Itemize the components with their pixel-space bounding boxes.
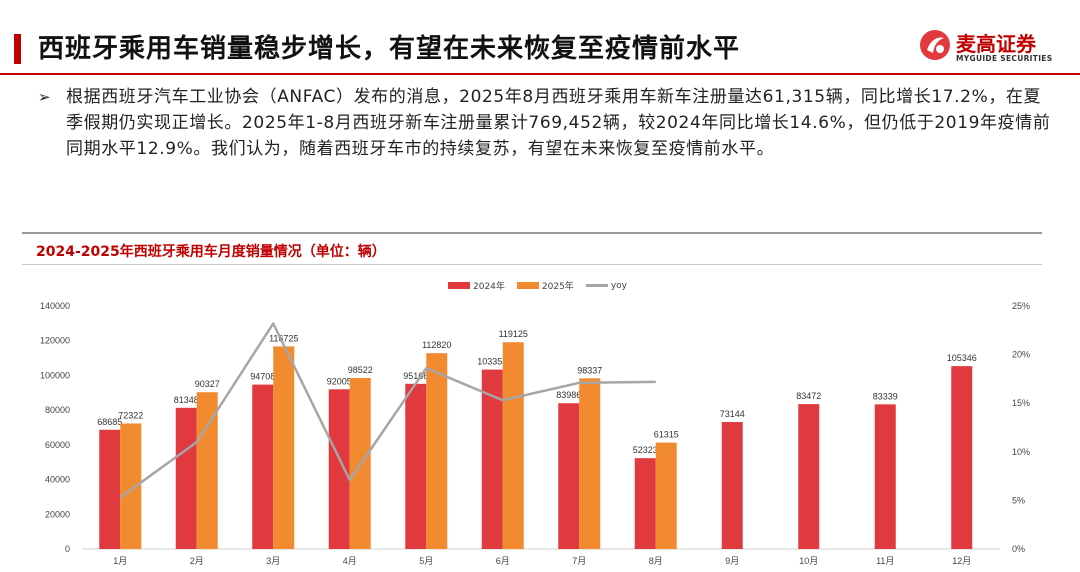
bar-2025 bbox=[655, 442, 677, 549]
y-right-tick-label: 20% bbox=[1012, 350, 1030, 360]
data-label-2025: 90327 bbox=[195, 379, 220, 389]
data-label-2024: 83986 bbox=[556, 390, 581, 400]
x-tick-label: 3月 bbox=[266, 556, 280, 566]
y-left-tick-label: 140000 bbox=[40, 301, 70, 311]
legend-item-2024: 2024年 bbox=[448, 279, 505, 292]
y-right-tick-label: 0% bbox=[1012, 544, 1025, 554]
legend-label-2025: 2025年 bbox=[541, 282, 574, 292]
chart-top-divider bbox=[22, 232, 1042, 234]
brand-name-en: MYGUIDE SECURITIES bbox=[956, 54, 1053, 63]
bar-2025 bbox=[120, 423, 142, 549]
header-divider bbox=[0, 73, 1080, 75]
data-label-2024: 83472 bbox=[796, 391, 821, 401]
legend-item-2025: 2025年 bbox=[516, 279, 574, 292]
data-label-2025: 72322 bbox=[118, 410, 143, 420]
bar-2024 bbox=[874, 404, 896, 549]
legend-item-yoy: yoy bbox=[585, 280, 627, 291]
data-label-2024: 83339 bbox=[873, 391, 898, 401]
bar-2025 bbox=[196, 392, 218, 549]
bullet-arrow-icon: ➢ bbox=[38, 88, 51, 106]
data-label-2025: 61315 bbox=[654, 430, 679, 440]
bar-2025 bbox=[579, 378, 601, 549]
bar-2024 bbox=[721, 422, 743, 549]
y-left-tick-label: 80000 bbox=[45, 405, 70, 415]
y-left-tick-label: 60000 bbox=[45, 440, 70, 450]
y-left-tick-label: 100000 bbox=[40, 370, 70, 380]
legend-swatch-yoy bbox=[585, 284, 608, 287]
brand-name-cn: 麦高证券 bbox=[956, 32, 1036, 56]
bar-2024 bbox=[798, 404, 820, 549]
legend-label-2024: 2024年 bbox=[473, 282, 505, 292]
data-label-2025: 98522 bbox=[348, 365, 373, 375]
x-tick-label: 12月 bbox=[952, 556, 971, 566]
data-label-2024: 81348 bbox=[174, 395, 199, 405]
y-left-tick-label: 40000 bbox=[45, 475, 70, 485]
bar-2024 bbox=[175, 407, 197, 549]
chart-title-divider bbox=[22, 264, 1042, 265]
y-right-tick-label: 15% bbox=[1012, 398, 1030, 408]
summary-paragraph: 根据西班牙汽车工业协会（ANFAC）发布的消息，2025年8月西班牙乘用车新车注… bbox=[66, 87, 1051, 159]
x-tick-label: 10月 bbox=[799, 556, 818, 566]
data-label-2025: 119125 bbox=[499, 329, 528, 339]
x-tick-label: 9月 bbox=[725, 556, 739, 566]
x-tick-label: 1月 bbox=[113, 556, 127, 566]
y-right-tick-label: 5% bbox=[1012, 495, 1025, 505]
data-label-2024: 103357 bbox=[477, 357, 507, 367]
sales-chart: 0 20000 40000 60000 80000 100000 120000 140000 0… bbox=[40, 301, 1030, 566]
legend-label-yoy: yoy bbox=[610, 280, 627, 291]
bar-2025 bbox=[502, 342, 524, 549]
y-right-tick-label: 25% bbox=[1012, 301, 1030, 311]
x-tick-label: 2月 bbox=[190, 556, 204, 566]
bar-2024 bbox=[99, 429, 121, 549]
y-right-tick-label: 10% bbox=[1012, 447, 1030, 457]
data-label-2024: 52323 bbox=[633, 445, 658, 455]
legend-swatch-2025 bbox=[516, 282, 539, 289]
yoy-line bbox=[119, 322, 656, 499]
bar-2024 bbox=[951, 366, 973, 549]
x-tick-label: 5月 bbox=[419, 556, 433, 566]
x-tick-label: 7月 bbox=[572, 556, 586, 566]
y-left-tick-label: 20000 bbox=[45, 509, 70, 519]
bar-2025 bbox=[426, 353, 448, 549]
title-accent-bar bbox=[14, 34, 21, 64]
brand-logo-icon bbox=[920, 30, 950, 60]
x-tick-label: 6月 bbox=[496, 556, 510, 566]
data-label-2024: 95166 bbox=[403, 371, 428, 381]
x-tick-label: 8月 bbox=[649, 556, 663, 566]
data-label-2025: 116725 bbox=[269, 333, 298, 343]
bar-2024 bbox=[634, 458, 656, 549]
legend-swatch-2024 bbox=[448, 282, 470, 289]
bar-2025 bbox=[273, 346, 295, 549]
page-title: 西班牙乘用车销量稳步增长，有望在未来恢复至疫情前水平 bbox=[38, 34, 741, 64]
y-left-tick-label: 0 bbox=[65, 544, 70, 554]
bar-2024 bbox=[252, 384, 274, 549]
bar-2024 bbox=[558, 403, 580, 549]
x-tick-label: 4月 bbox=[343, 556, 357, 566]
data-label-2024: 94708 bbox=[250, 372, 275, 382]
x-tick-label: 11月 bbox=[876, 556, 894, 566]
data-label-2024: 73144 bbox=[720, 409, 745, 419]
data-label-2025: 112820 bbox=[422, 340, 451, 350]
bar-2024 bbox=[328, 389, 350, 549]
data-label-2024: 105346 bbox=[947, 353, 977, 363]
data-label-2025: 98337 bbox=[577, 365, 602, 375]
data-label-2024: 92005 bbox=[327, 376, 352, 386]
chart-title: 2024-2025年西班牙乘用车月度销量情况（单位：辆） bbox=[36, 244, 386, 260]
y-left-tick-label: 120000 bbox=[40, 336, 70, 346]
brand-logo: 麦高证券 MYGUIDE SECURITIES bbox=[918, 26, 1058, 70]
chart-legend: 2024年 2025年 yoy bbox=[448, 279, 627, 292]
bar-2024 bbox=[405, 383, 427, 549]
data-label-2024: 68685 bbox=[97, 417, 122, 427]
bar-2024 bbox=[481, 369, 503, 549]
